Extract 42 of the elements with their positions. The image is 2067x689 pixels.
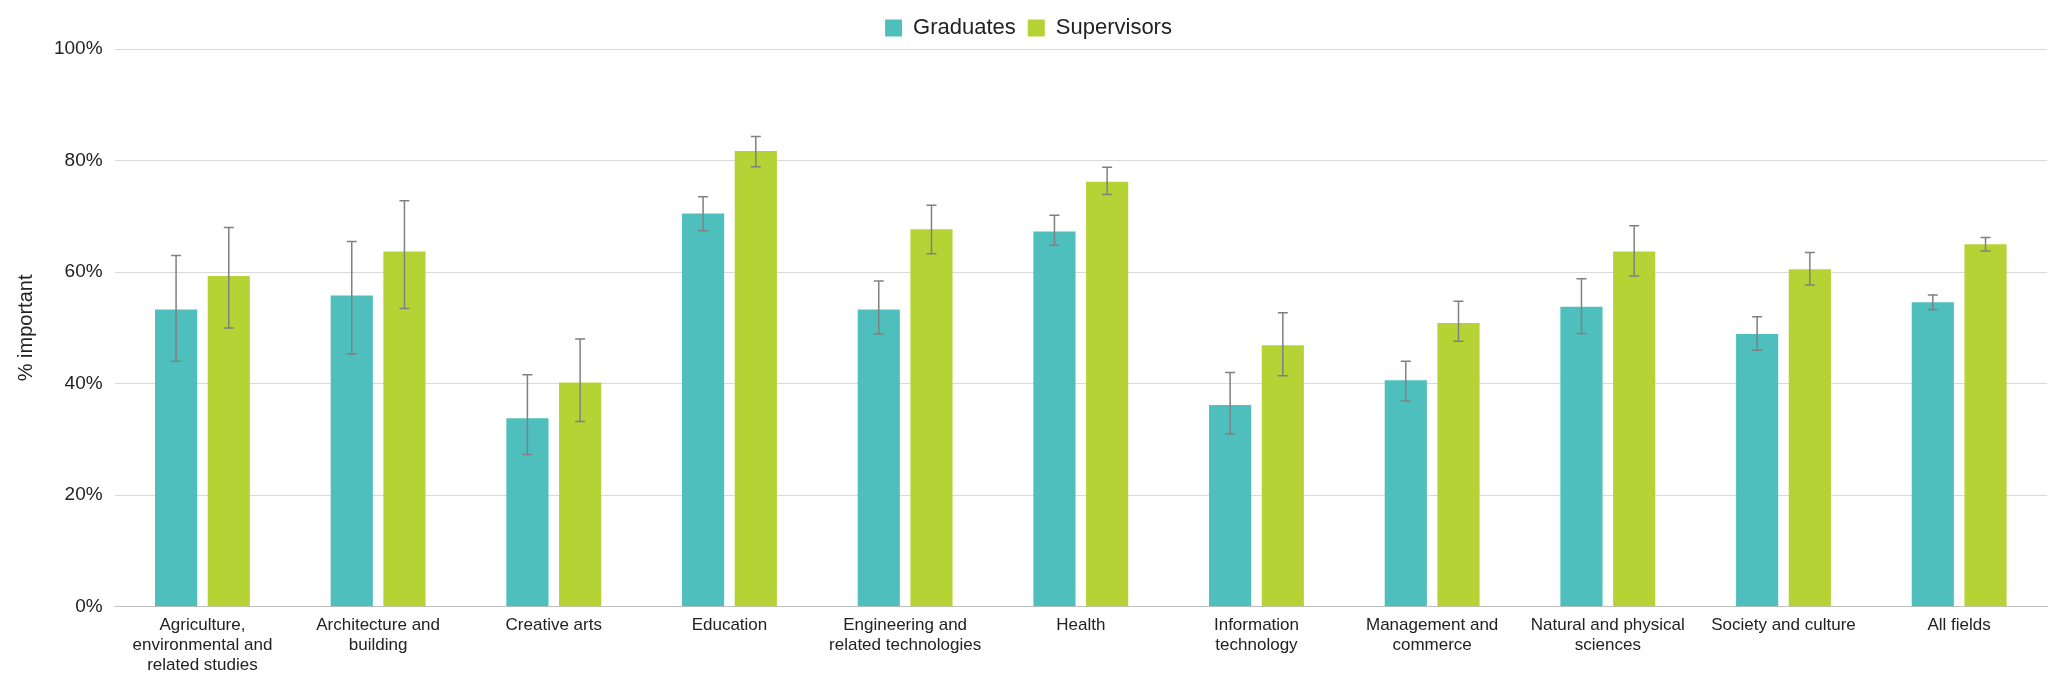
bar (857, 309, 900, 607)
x-tick-label: Agriculture, environmental and related studies (132, 614, 273, 675)
x-tick-label: Engineering and related technologies (829, 614, 982, 655)
bar (910, 229, 953, 607)
x-tick-label: Information technology (1213, 614, 1299, 655)
bar (1086, 181, 1129, 607)
bar (1911, 302, 1954, 607)
bar (1736, 334, 1779, 607)
x-tick-label: Society and culture (1711, 614, 1856, 634)
bar (1437, 322, 1480, 607)
y-tick-label: 40% (64, 371, 103, 393)
legend-label: Graduates (913, 14, 1016, 40)
x-tick-label: Natural and physical sciences (1530, 614, 1685, 655)
x-tick-label: Architecture and building (316, 614, 440, 655)
bar (734, 151, 777, 607)
bar (1560, 306, 1603, 607)
bar (1033, 231, 1076, 607)
x-tick-label: Health (1056, 614, 1106, 634)
legend-label: Supervisors (1055, 14, 1172, 40)
y-axis-title: % important (13, 274, 36, 382)
bar (1209, 404, 1252, 607)
x-tick-label: Management and commerce (1365, 614, 1499, 655)
x-tick-label: Education (691, 614, 768, 634)
bar (1613, 251, 1656, 607)
x-tick-label: All fields (1927, 614, 1991, 634)
bar (1384, 380, 1427, 607)
bar (559, 382, 602, 607)
y-tick-label: 60% (64, 260, 103, 282)
bar (506, 418, 549, 607)
bar (1788, 269, 1831, 607)
bar (330, 295, 373, 607)
y-tick-label: 100% (53, 37, 103, 59)
bar (1964, 244, 2007, 607)
bar (682, 213, 725, 607)
y-tick-label: 0% (75, 595, 103, 617)
y-tick-label: 20% (64, 483, 103, 505)
bar (207, 276, 250, 607)
bar (383, 251, 426, 607)
bar (155, 309, 198, 607)
y-tick-label: 80% (64, 148, 103, 170)
x-tick-label: Creative arts (505, 614, 602, 634)
bar (1261, 345, 1304, 607)
